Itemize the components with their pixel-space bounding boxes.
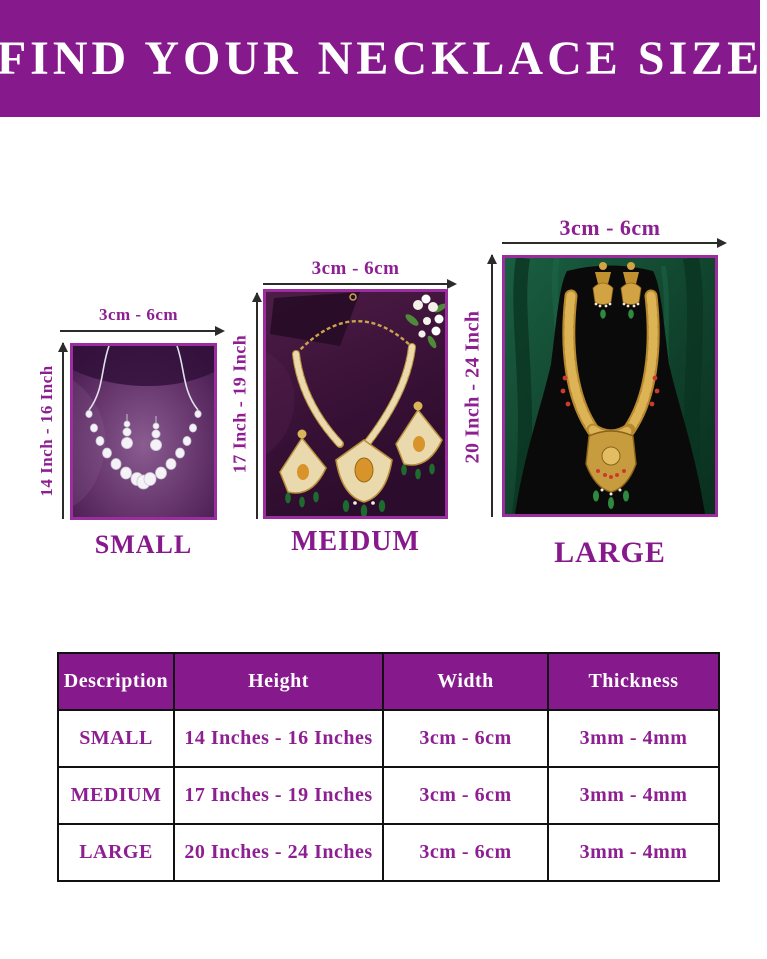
haram-strands [562,289,660,443]
small-length-dimension-label: 14 Inch - 16 Inch [37,365,56,497]
large-width-dimension-label: 3cm - 6cm [559,215,661,240]
medium-length-dimension-label: 17 Inch - 19 Inch [229,334,250,474]
size-table: Description Height Width Thickness SMALL… [57,652,720,882]
cell-medium-thickness: 3mm - 4mm [547,766,720,825]
small-necklace-illustration [73,346,214,517]
cell-large-description: LARGE [57,823,175,882]
large-necklace-photo [502,255,718,517]
cell-small-description: SMALL [57,709,175,768]
small-width-dimension-label: 3cm - 6cm [98,305,179,324]
table-row-small: SMALL 14 Inches - 16 Inches 3cm - 6cm 3m… [57,709,720,768]
pendant [335,439,393,516]
coral-accents [560,375,660,407]
cell-medium-description: MEDIUM [57,766,175,825]
jhumka-earrings [592,262,642,319]
large-width-arrow [502,238,727,248]
cell-large-height: 20 Inches - 24 Inches [173,823,384,882]
table-header-thickness: Thickness [547,652,720,711]
header-banner: FIND YOUR NECKLACE SIZE [0,0,760,117]
temple-pendant [585,430,637,509]
table-row-large: LARGE 20 Inches - 24 Inches 3cm - 6cm 3m… [57,823,720,882]
table-row-medium: MEDIUM 17 Inches - 19 Inches 3cm - 6cm 3… [57,766,720,825]
small-width-arrow [60,326,225,336]
large-size-caption: LARGE [554,536,666,569]
large-necklace-illustration [505,258,715,514]
cell-medium-width: 3cm - 6cm [382,766,549,825]
small-length-arrow [58,342,68,519]
cell-small-thickness: 3mm - 4mm [547,709,720,768]
cell-small-height: 14 Inches - 16 Inches [173,709,384,768]
medium-width-dimension-label: 3cm - 6cm [311,258,400,279]
table-header-description: Description [57,652,175,711]
table-header-height: Height [173,652,384,711]
necklace-strands [292,343,416,448]
medium-necklace-photo [263,289,448,519]
medium-width-arrow [263,279,457,289]
drop-earrings [121,414,163,452]
small-necklace-photo [70,343,217,520]
cell-large-thickness: 3mm - 4mm [547,823,720,882]
page-title: FIND YOUR NECKLACE SIZE [0,32,764,85]
medium-size-caption: MEIDUM [291,526,420,557]
medium-length-arrow [252,292,262,519]
pearl-strand [85,410,202,490]
medium-necklace-illustration [266,292,445,516]
cell-medium-height: 17 Inches - 19 Inches [173,766,384,825]
cell-small-width: 3cm - 6cm [382,709,549,768]
large-length-arrow [487,254,497,517]
table-header-row: Description Height Width Thickness [57,652,720,711]
white-flowers [405,294,445,349]
table-header-width: Width [382,652,549,711]
large-length-dimension-label: 20 Inch - 24 Inch [461,310,484,464]
cell-large-width: 3cm - 6cm [382,823,549,882]
small-size-caption: SMALL [94,530,193,559]
silver-chain [88,346,199,411]
gold-chain [295,293,413,355]
fan-earrings [279,401,443,508]
